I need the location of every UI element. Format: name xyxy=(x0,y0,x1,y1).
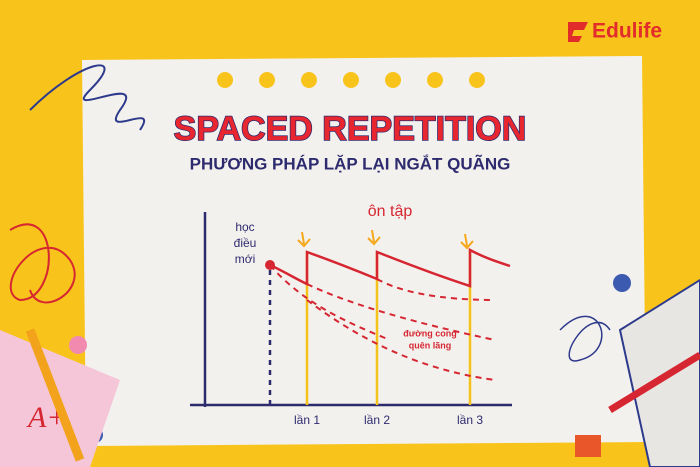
curve-label: đường cong xyxy=(403,328,456,338)
scribble xyxy=(9,223,76,304)
x-label: lần 1 xyxy=(294,413,320,427)
new-label: mới xyxy=(235,252,256,266)
dot xyxy=(613,274,631,292)
notebook xyxy=(618,278,700,467)
pencil xyxy=(25,328,85,462)
new-label: học xyxy=(235,220,254,234)
diagram: ôn tập học điều mới đường cong quên lãng… xyxy=(190,203,512,427)
punch-holes xyxy=(217,72,485,88)
review-arrows xyxy=(297,229,474,250)
pencil xyxy=(608,352,700,413)
scribble xyxy=(29,64,146,131)
review-label: ôn tập xyxy=(368,203,413,220)
title: SPACED REPETITION xyxy=(174,110,527,148)
forgetting-curves xyxy=(269,264,496,381)
x-label: lần 3 xyxy=(457,413,483,427)
paper xyxy=(82,56,646,446)
retention-curve xyxy=(269,247,511,288)
x-label: lần 2 xyxy=(364,413,390,427)
curve-label: quên lãng xyxy=(409,340,452,350)
scribble xyxy=(559,315,611,362)
brand: Edulife xyxy=(592,20,662,43)
sharpener xyxy=(575,435,601,457)
logo-mark xyxy=(568,22,588,42)
dot xyxy=(69,336,87,354)
subtitle: PHƯƠNG PHÁP LẶP LẠI NGẮT QUÃNG xyxy=(190,153,511,173)
new-label: điều xyxy=(234,236,257,250)
